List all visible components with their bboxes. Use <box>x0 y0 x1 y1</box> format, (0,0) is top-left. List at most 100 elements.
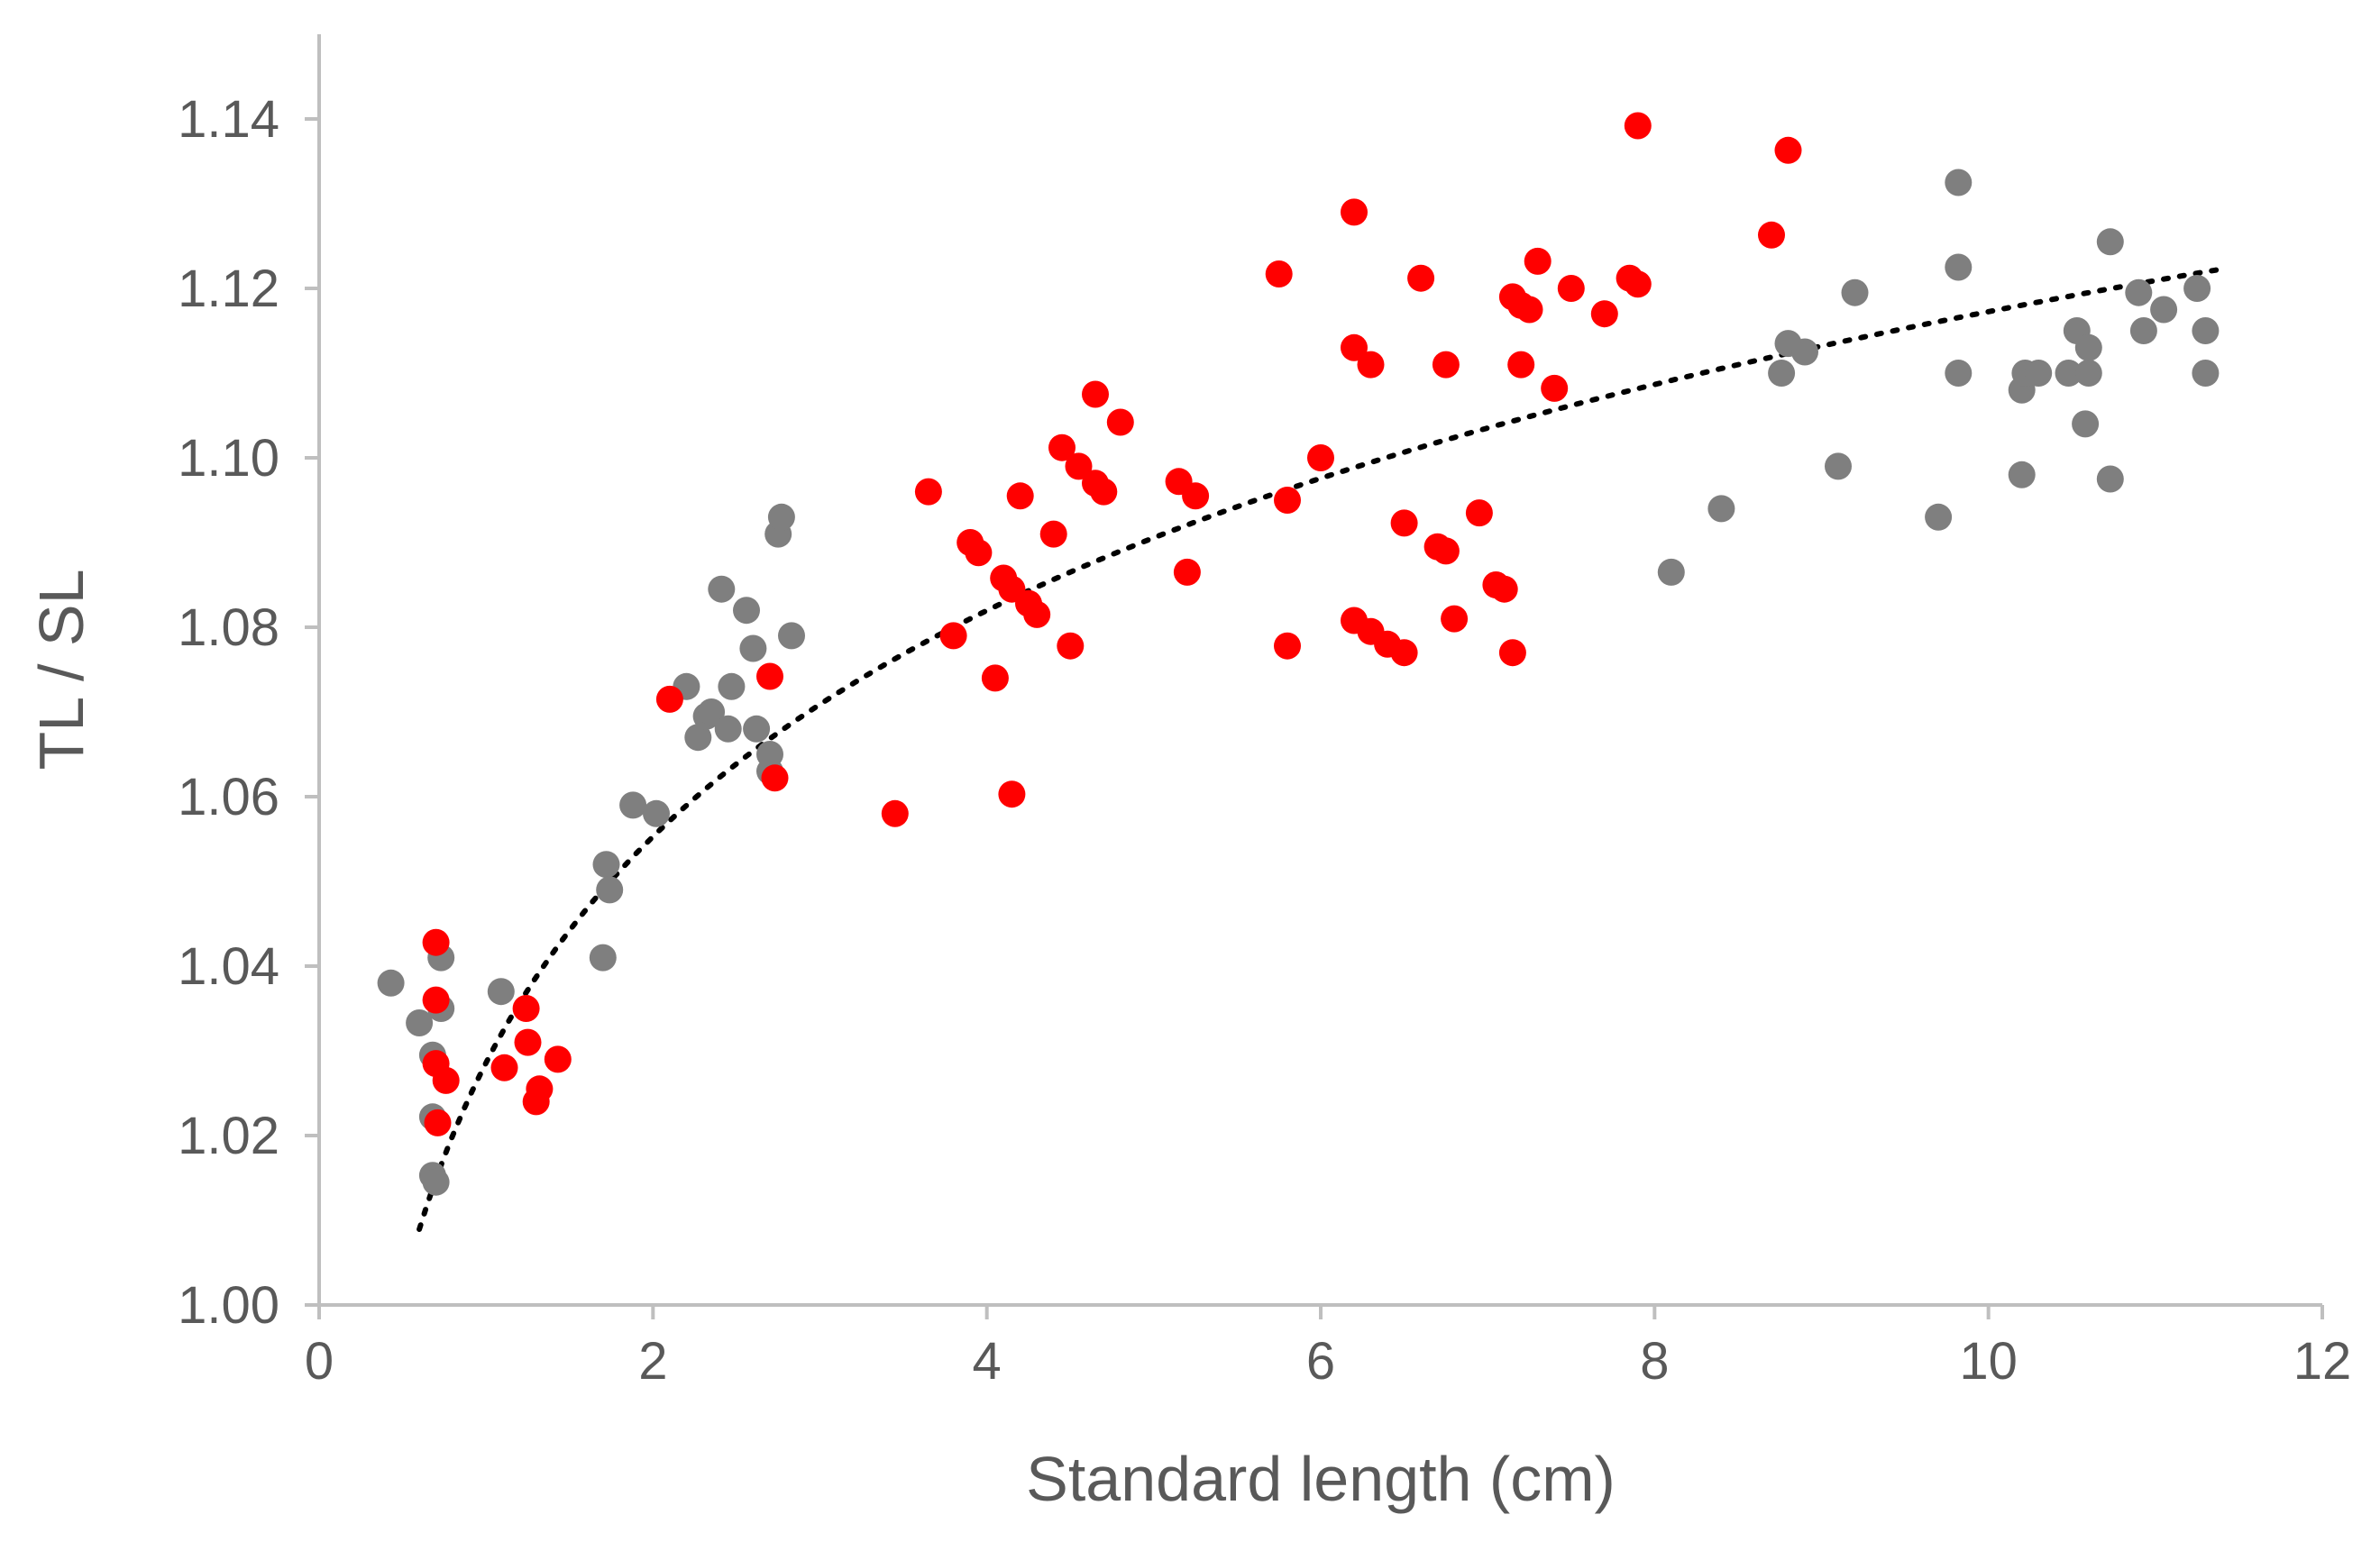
data-point <box>655 685 683 713</box>
data-point <box>526 1075 554 1103</box>
y-tick-label: 1.00 <box>178 1276 279 1335</box>
data-point <box>1090 478 1118 506</box>
data-point <box>2096 465 2124 493</box>
data-point <box>596 876 624 904</box>
data-point <box>619 791 647 819</box>
data-point <box>377 969 405 997</box>
data-point <box>1758 221 1785 249</box>
data-point <box>1407 264 1435 292</box>
data-point <box>1357 351 1385 379</box>
data-point <box>1274 632 1301 660</box>
data-point <box>1390 509 1418 537</box>
data-point <box>1841 278 1869 306</box>
data-point <box>2129 317 2157 344</box>
data-point <box>2150 296 2178 324</box>
data-point <box>1590 300 1618 328</box>
data-point <box>714 715 742 743</box>
data-point <box>1774 136 1802 164</box>
data-point <box>1925 503 1953 531</box>
data-point <box>1023 600 1051 628</box>
y-tick-label: 1.14 <box>178 90 279 149</box>
data-point <box>422 928 450 956</box>
y-axis-ticks: 1.00 1.02 1.04 1.06 1.08 1.10 1.12 1.14 <box>178 90 319 1335</box>
data-point <box>1541 374 1569 402</box>
x-tick-label: 4 <box>973 1332 1002 1391</box>
data-point <box>1825 452 1852 480</box>
x-axis-title: Standard length (cm) <box>1026 1444 1616 1514</box>
data-point <box>756 662 783 690</box>
data-point <box>881 799 909 827</box>
data-point <box>2008 461 2036 488</box>
y-tick-label: 1.04 <box>178 937 279 996</box>
data-point <box>998 780 1026 808</box>
data-point <box>1057 632 1085 660</box>
series-1-points <box>377 169 2220 1196</box>
data-point <box>767 503 795 531</box>
series-2-points <box>422 112 1802 1136</box>
data-point <box>422 986 450 1014</box>
x-tick-label: 0 <box>305 1332 334 1391</box>
data-point <box>424 1109 452 1136</box>
data-point <box>1945 169 1973 196</box>
y-tick-label: 1.12 <box>178 260 279 318</box>
data-point <box>718 672 746 700</box>
data-point <box>2125 278 2153 306</box>
data-point <box>1557 275 1585 302</box>
x-axis-ticks: 0 2 4 6 8 10 12 <box>305 1305 2351 1391</box>
data-point <box>1624 270 1652 298</box>
data-point <box>643 799 670 827</box>
data-point <box>914 478 942 506</box>
data-point <box>490 1054 518 1081</box>
data-point <box>1490 575 1518 603</box>
data-point <box>1524 247 1552 275</box>
data-point <box>965 539 993 567</box>
data-point <box>1515 296 1543 324</box>
data-point <box>1390 639 1418 667</box>
data-point <box>1106 408 1134 436</box>
data-point <box>1945 360 1973 387</box>
data-point <box>1341 198 1368 226</box>
points-layer <box>377 112 2220 1196</box>
data-point <box>1498 639 1526 667</box>
data-point <box>1707 495 1735 523</box>
data-point <box>1265 260 1293 287</box>
data-point <box>698 698 726 725</box>
data-point <box>756 741 783 768</box>
data-point <box>778 622 805 650</box>
x-tick-label: 10 <box>1959 1332 2018 1391</box>
data-point <box>2192 360 2220 387</box>
x-tick-label: 12 <box>2293 1332 2352 1391</box>
data-point <box>2072 410 2100 438</box>
data-point <box>1432 537 1460 565</box>
data-point <box>432 1066 460 1094</box>
data-point <box>743 715 771 743</box>
x-tick-label: 2 <box>638 1332 667 1391</box>
data-point <box>1341 333 1368 361</box>
data-point <box>939 622 967 650</box>
data-point <box>2074 360 2102 387</box>
y-axis-title: TL / SL <box>26 569 96 770</box>
data-point <box>1182 482 1210 510</box>
y-tick-label: 1.06 <box>178 768 279 826</box>
data-point <box>981 664 1009 692</box>
data-point <box>1768 360 1796 387</box>
data-point <box>1945 253 1973 281</box>
trendline-layer <box>416 266 2225 1232</box>
data-point <box>1082 380 1109 408</box>
data-point <box>487 978 515 1006</box>
data-point <box>1441 605 1469 633</box>
data-point <box>1624 112 1652 140</box>
data-point <box>1048 433 1076 461</box>
data-point <box>544 1045 572 1073</box>
data-point <box>1791 338 1818 366</box>
data-point <box>1657 558 1685 586</box>
data-point <box>512 995 540 1022</box>
data-point <box>739 634 767 662</box>
data-point <box>1307 444 1334 471</box>
data-point <box>684 724 712 752</box>
y-tick-label: 1.08 <box>178 598 279 657</box>
y-tick-label: 1.02 <box>178 1107 279 1165</box>
data-point <box>2183 275 2211 302</box>
data-point <box>1006 482 1034 510</box>
